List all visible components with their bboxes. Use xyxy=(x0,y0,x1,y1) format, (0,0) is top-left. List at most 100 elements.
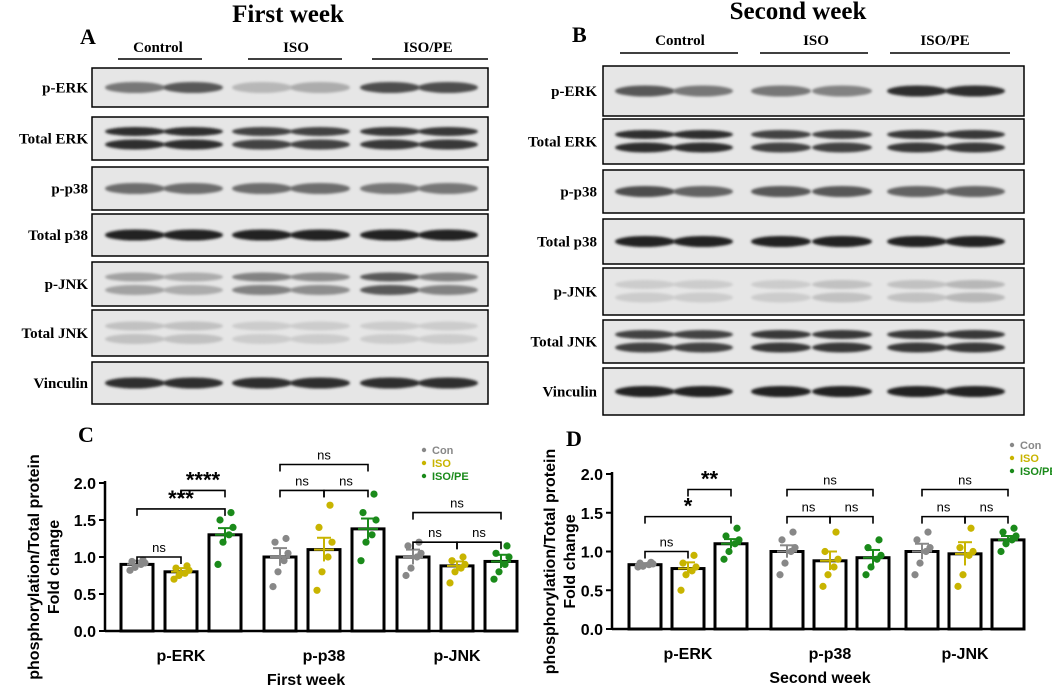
blot-band xyxy=(163,82,223,93)
data-point xyxy=(326,501,334,509)
blot-band xyxy=(945,342,1005,353)
blot-band xyxy=(887,330,947,339)
blot-band xyxy=(615,186,675,197)
significance-label: ns xyxy=(428,525,442,540)
panel-a-blots: p-ERK Total ERK p-p38 Total p38 p-JNK Total J… xyxy=(19,67,489,405)
legend-label: ISO/PE xyxy=(432,471,469,483)
blot-band xyxy=(812,342,872,353)
blot-band xyxy=(887,236,947,247)
legend-label: ISO/PE xyxy=(1020,466,1052,478)
x-tick-label: p-JNK xyxy=(941,646,989,663)
bar xyxy=(990,538,1026,631)
blot-band xyxy=(418,334,478,344)
group-label-iso: ISO xyxy=(803,33,829,49)
blot-band xyxy=(163,139,223,150)
blot-label: Total p38 xyxy=(537,235,597,251)
data-point xyxy=(776,571,784,579)
blot-band xyxy=(360,183,420,194)
blot-band xyxy=(887,280,947,289)
data-point xyxy=(647,558,655,566)
blot-band xyxy=(812,280,872,289)
blot-band xyxy=(418,229,478,241)
blot-band xyxy=(232,229,292,241)
blot-row: p-JNK xyxy=(45,261,489,307)
y-axis-label: Fold change xyxy=(562,514,579,608)
blot-band xyxy=(751,236,811,247)
blot-band xyxy=(105,334,165,344)
y-tick-label: 1.5 xyxy=(74,513,96,530)
data-point xyxy=(1002,540,1010,548)
blot-band xyxy=(105,139,165,150)
data-point xyxy=(170,575,178,583)
x-tick-label: p-ERK xyxy=(664,646,713,663)
data-point xyxy=(501,560,509,569)
blot-band xyxy=(290,285,350,295)
blot-band xyxy=(290,139,350,150)
data-point xyxy=(503,542,511,550)
blot-band xyxy=(887,342,947,353)
legend-marker xyxy=(421,473,427,479)
blot-band xyxy=(812,292,872,303)
data-point xyxy=(368,531,376,539)
significance-bracket xyxy=(687,488,732,497)
data-point xyxy=(867,563,875,571)
significance-label: **** xyxy=(186,467,221,492)
blot-band xyxy=(163,285,223,295)
significance-bracket xyxy=(786,488,874,497)
bar xyxy=(306,548,342,633)
significance-bracket xyxy=(456,541,502,550)
significance-bracket xyxy=(412,511,502,520)
blot-band xyxy=(945,142,1005,153)
blot-band xyxy=(163,127,223,136)
data-point xyxy=(269,583,277,591)
y-tick-label: 2.0 xyxy=(581,467,603,484)
panel-d-letter: D xyxy=(566,426,582,451)
blot-band xyxy=(290,183,350,194)
blot-label: Total ERK xyxy=(528,135,597,151)
data-point xyxy=(280,557,288,565)
y-tick-label: 0.0 xyxy=(581,622,603,639)
blot-band xyxy=(673,236,733,247)
data-point xyxy=(417,549,425,557)
blot-band xyxy=(615,330,675,339)
data-point xyxy=(359,508,367,517)
blot-band xyxy=(290,127,350,136)
bar xyxy=(119,562,155,633)
data-point xyxy=(636,559,644,567)
x-tick-label: p-JNK xyxy=(433,648,481,665)
significance-bracket xyxy=(136,556,182,564)
bar xyxy=(947,552,983,631)
data-point xyxy=(284,549,292,557)
blot-band xyxy=(163,334,223,344)
blot-row: Total p38 xyxy=(28,213,489,257)
blot-band xyxy=(163,377,223,389)
blot-label: p-ERK xyxy=(42,81,88,97)
blot-band xyxy=(360,229,420,241)
blot-band xyxy=(673,292,733,303)
blot-band xyxy=(232,377,292,389)
data-point xyxy=(175,571,183,580)
blot-row: Vinculin xyxy=(543,367,1025,416)
blot-band xyxy=(163,183,223,194)
bar xyxy=(163,570,199,633)
panel-a-letter: A xyxy=(80,24,96,49)
data-point xyxy=(733,524,741,532)
significance-bracket xyxy=(180,489,226,498)
blot-label: Total p38 xyxy=(28,228,88,244)
significance-label: ns xyxy=(845,500,859,515)
blot-band xyxy=(163,321,223,331)
legend-label: Con xyxy=(1020,440,1042,452)
data-point xyxy=(722,532,730,540)
blot-band xyxy=(418,377,478,389)
blot-band xyxy=(887,85,947,97)
blot-band xyxy=(418,321,478,331)
legend-label: Con xyxy=(432,445,454,457)
blot-band xyxy=(232,321,292,331)
blot-band xyxy=(232,127,292,136)
blot-band xyxy=(673,142,733,153)
significance-bracket xyxy=(279,463,369,472)
data-point xyxy=(778,536,786,544)
blot-band xyxy=(887,130,947,139)
x-tick-label: p-p38 xyxy=(303,648,346,665)
